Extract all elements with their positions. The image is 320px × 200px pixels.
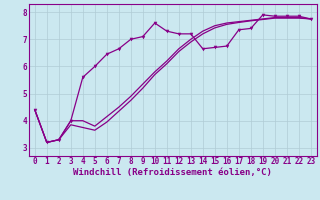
- X-axis label: Windchill (Refroidissement éolien,°C): Windchill (Refroidissement éolien,°C): [73, 168, 272, 177]
